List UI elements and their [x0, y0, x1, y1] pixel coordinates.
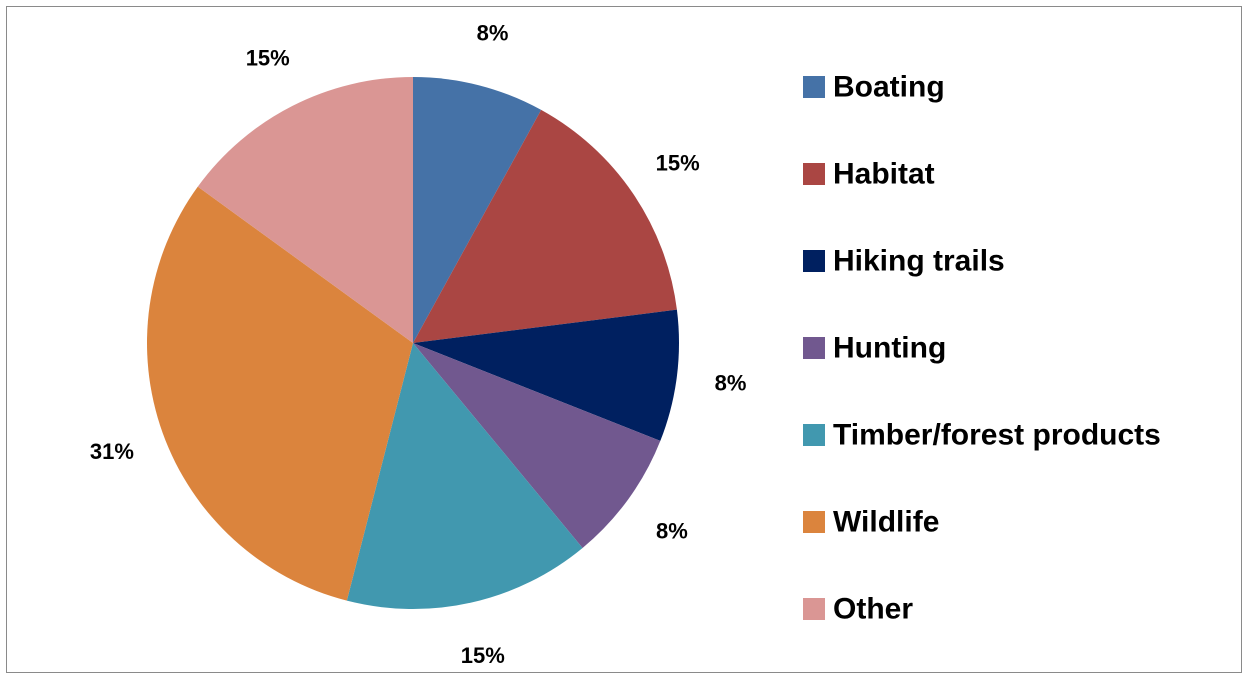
chart-frame: 8% 15% 8% 8% 15% 31% 15% Boating Habitat Hiking … — [6, 6, 1242, 673]
legend-swatch — [803, 76, 825, 98]
legend-label: Timber/forest products — [833, 419, 1161, 452]
legend-label: Other — [833, 593, 913, 626]
legend-label: Hiking trails — [833, 245, 1005, 278]
slice-label-boating: 8% — [477, 21, 509, 46]
legend-item-hiking-trails: Hiking trails — [803, 245, 1005, 278]
legend-swatch — [803, 424, 825, 446]
pie-slice-timber-forest-products — [346, 343, 583, 609]
legend-label: Wildlife — [833, 506, 939, 539]
legend-swatch — [803, 250, 825, 272]
pie-slice-habitat — [413, 109, 677, 343]
legend: Boating Habitat Hiking trails Hunting Timber… — [803, 71, 1161, 626]
slice-label-hunting: 8% — [656, 519, 688, 544]
legend-item-timber-forest-products: Timber/forest products — [803, 419, 1161, 452]
legend-swatch — [803, 511, 825, 533]
legend-swatch — [803, 163, 825, 185]
slice-label-wildlife: 31% — [90, 439, 134, 464]
pie-slice-other — [197, 77, 413, 343]
legend-item-habitat: Habitat — [803, 158, 935, 191]
legend-item-boating: Boating — [803, 71, 945, 104]
pie-slices — [146, 77, 680, 609]
legend-label: Hunting — [833, 332, 946, 365]
slice-labels: 8% 15% 8% 8% 15% 31% 15% — [90, 21, 746, 668]
pie-slice-hiking-trails — [413, 309, 680, 441]
slice-label-hiking-trails: 8% — [715, 371, 747, 396]
legend-item-other: Other — [803, 593, 913, 626]
pie-slice-wildlife — [146, 186, 413, 601]
legend-swatch — [803, 598, 825, 620]
pie-slice-boating — [413, 77, 542, 343]
legend-item-wildlife: Wildlife — [803, 506, 939, 539]
legend-swatch — [803, 337, 825, 359]
pie-chart: 8% 15% 8% 8% 15% 31% 15% Boating Habitat Hiking … — [90, 21, 1161, 668]
pie-slice-hunting — [413, 343, 661, 548]
legend-item-hunting: Hunting — [803, 332, 946, 365]
legend-label: Habitat — [833, 158, 935, 191]
slice-label-timber-forest-products: 15% — [461, 643, 505, 668]
slice-label-other: 15% — [246, 45, 290, 70]
slice-label-habitat: 15% — [656, 151, 700, 176]
legend-label: Boating — [833, 71, 945, 104]
